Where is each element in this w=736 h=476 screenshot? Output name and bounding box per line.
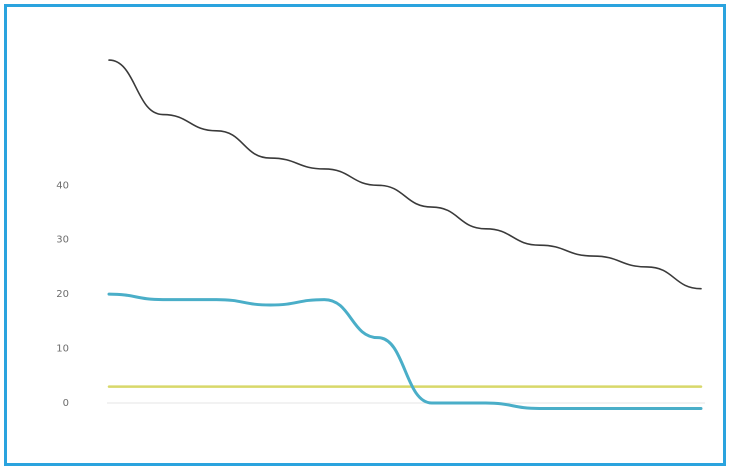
y-tick-label: 40 (56, 180, 69, 191)
series-line (108, 59, 702, 290)
y-tick-label: 30 (56, 235, 69, 246)
y-tick-label: 0 (63, 398, 69, 409)
chart-frame: 0 10 20 30 40 (4, 4, 726, 466)
y-tick-label: 20 (56, 289, 69, 300)
series-lines (107, 59, 703, 410)
series-line (107, 292, 703, 410)
line-chart: 0 10 20 30 40 (56, 59, 705, 410)
y-tick-labels: 0 10 20 30 40 (56, 180, 69, 409)
y-tick-label: 10 (56, 344, 69, 355)
